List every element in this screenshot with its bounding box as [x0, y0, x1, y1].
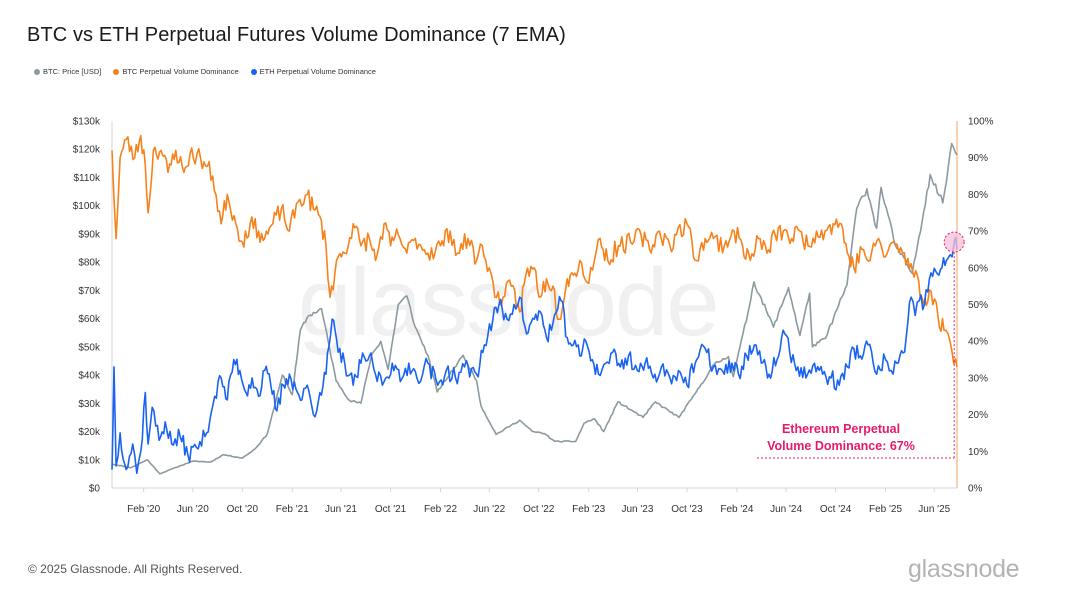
left-tick-label: $130k — [73, 117, 101, 128]
x-tick-label: Feb '20 — [127, 504, 160, 515]
x-tick-label: Feb '23 — [572, 504, 605, 515]
x-tick-label: Oct '24 — [820, 504, 852, 515]
right-tick-label: 80% — [968, 190, 988, 201]
x-tick-label: Feb '24 — [720, 504, 753, 515]
axes — [111, 121, 958, 489]
x-tick-label: Oct '21 — [375, 504, 407, 515]
left-tick-label: $0 — [89, 484, 101, 495]
x-tick-label: Oct '23 — [671, 504, 703, 515]
right-tick-label: 100% — [968, 117, 994, 128]
left-tick-label: $120k — [73, 145, 101, 156]
legend-label-btc-price: BTC: Price [USD] — [43, 67, 102, 76]
right-tick-label: 40% — [968, 337, 988, 348]
right-tick-label: 60% — [968, 263, 988, 274]
left-axis-ticks: $0 $10k $20k $30k $40k $50k $60k $70k $80k $90k $1… — [73, 117, 101, 495]
left-tick-label: $90k — [78, 229, 101, 240]
series-lines — [111, 134, 958, 475]
x-tick-label: Jun '23 — [621, 504, 653, 515]
legend-dot-btc-dominance — [113, 68, 120, 75]
legend-label-eth-dominance: ETH Perpetual Volume Dominance — [259, 67, 376, 76]
x-tick-label: Feb '22 — [424, 504, 457, 515]
left-tick-label: $30k — [78, 399, 101, 410]
x-axis-ticks: Feb '20 Jun '20 Oct '20 Feb '21 Jun '21 Oct '… — [127, 488, 951, 515]
series-line-btc-price — [111, 142, 958, 475]
x-tick-label: Jun '24 — [770, 504, 802, 515]
annotation-marker[interactable] — [943, 231, 965, 253]
chart-legend: BTC: Price [USD] BTC Perpetual Volume Do… — [34, 67, 376, 76]
legend-item-btc-price[interactable]: BTC: Price [USD] — [34, 67, 101, 76]
left-tick-label: $70k — [78, 286, 101, 297]
legend-item-eth-dominance[interactable]: ETH Perpetual Volume Dominance — [250, 67, 376, 76]
x-tick-label: Jun '20 — [177, 504, 209, 515]
series-line-btc-dominance — [111, 134, 958, 368]
legend-item-btc-dominance[interactable]: BTC Perpetual Volume Dominance — [113, 67, 239, 76]
legend-label-btc-dominance: BTC Perpetual Volume Dominance — [122, 67, 239, 76]
x-tick-label: Oct '20 — [227, 504, 259, 515]
x-tick-label: Jun '22 — [473, 504, 505, 515]
right-tick-label: 70% — [968, 227, 988, 238]
annotation-label-line2: Volume Dominance: 67% — [767, 439, 915, 453]
right-tick-label: 10% — [968, 447, 988, 458]
right-tick-label: 20% — [968, 410, 988, 421]
brand-logo: glassnode — [908, 555, 1020, 583]
left-tick-label: $60k — [78, 314, 101, 325]
copyright-notice: © 2025 Glassnode. All Rights Reserved. — [28, 562, 243, 576]
series-line-eth-dominance — [111, 236, 958, 475]
legend-dot-eth-dominance — [250, 68, 257, 75]
right-tick-label: 0% — [968, 484, 983, 495]
annotation-label-line1: Ethereum Perpetual — [782, 422, 900, 436]
chart-canvas[interactable]: glassnode $0 $10k $20k $30k $40k $50k $60k $70k… — [0, 0, 1068, 530]
left-tick-label: $100k — [73, 201, 101, 212]
chart-title: BTC vs ETH Perpetual Futures Volume Domi… — [27, 24, 566, 46]
left-tick-label: $50k — [78, 342, 101, 353]
right-axis-ticks: 0% 10% 20% 30% 40% 50% 60% 70% 80% 90% 100% — [968, 117, 994, 495]
left-tick-label: $40k — [78, 371, 101, 382]
x-tick-label: Jun '25 — [918, 504, 950, 515]
right-tick-label: 30% — [968, 373, 988, 384]
left-tick-label: $80k — [78, 258, 101, 269]
annotation: Ethereum Perpetual Volume Dominance: 67% — [757, 231, 965, 459]
left-tick-label: $20k — [78, 427, 101, 438]
watermark-logo: glassnode — [298, 249, 718, 356]
left-tick-label: $10k — [78, 455, 101, 466]
x-tick-label: Oct '22 — [523, 504, 555, 515]
right-tick-label: 90% — [968, 153, 988, 164]
right-tick-label: 50% — [968, 300, 988, 311]
x-tick-label: Jun '21 — [325, 504, 357, 515]
left-tick-label: $110k — [73, 173, 101, 184]
legend-dot-btc-price — [34, 68, 40, 75]
x-tick-label: Feb '21 — [276, 504, 309, 515]
x-tick-label: Feb '25 — [869, 504, 902, 515]
